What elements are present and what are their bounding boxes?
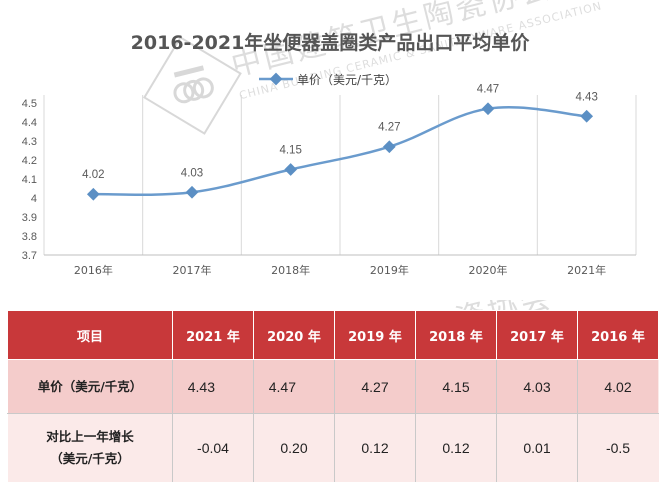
legend: 单价（美元/千克）	[259, 72, 397, 87]
row-label-unit-price: 单价（美元/千克）	[7, 359, 173, 414]
table-row-unit-price: 单价（美元/千克） 4.43 4.47 4.27 4.15 4.03 4.02	[7, 359, 659, 414]
y-tick-label: 4.5	[22, 98, 37, 110]
data-label: 4.43	[575, 91, 597, 103]
data-label: 4.03	[181, 167, 203, 179]
chart-title: 2016-2021年坐便器盖圈类产品出口平均单价	[131, 31, 531, 54]
data-point	[284, 163, 298, 176]
cell-growth-2020: 0.20	[253, 413, 335, 483]
cell-growth-2021: -0.04	[172, 413, 254, 483]
legend-marker	[269, 72, 283, 86]
y-tick-label: 4.3	[22, 136, 37, 148]
row-label-text: 单价（美元/千克）	[37, 378, 143, 394]
legend-label: 单价（美元/千克）	[297, 73, 397, 87]
cell-price-2020: 4.47	[253, 359, 335, 414]
watermark-seal-icon	[143, 36, 242, 135]
chart-area: 中国建筑卫生陶瓷协会 CHINA BUILDING CERAMIC & SANIT…	[22, 0, 637, 277]
data-label: 4.15	[279, 145, 301, 157]
header-2016: 2016 年	[577, 310, 659, 360]
cell-growth-2019: 0.12	[334, 413, 416, 483]
data-table: 项目 2021 年 2020 年 2019 年 2018 年 2017 年 20…	[7, 310, 659, 483]
row-label-line1: 对比上一年增长	[46, 429, 134, 444]
x-tick-label: 2018年	[271, 263, 310, 277]
x-tick-label: 2019年	[370, 263, 409, 277]
y-tick-label: 4.4	[22, 117, 37, 129]
y-tick-label: 4.1	[22, 174, 37, 186]
row-label-yoy-growth: 对比上一年增长 （美元/千克）	[7, 413, 173, 483]
cell-growth-2017: 0.01	[496, 413, 578, 483]
data-point	[580, 109, 594, 123]
data-label: 4.02	[82, 169, 104, 181]
x-tick-label: 2016年	[74, 263, 113, 277]
data-point	[481, 102, 495, 116]
cell-price-2019: 4.27	[334, 359, 416, 414]
x-tick-label: 2021年	[567, 263, 606, 277]
axis-layer: 3.7 3.8 3.9 4 4.1 4.2 4.3 4.4 4.5 2016年 2017年 2018年…	[22, 98, 636, 277]
header-2020: 2020 年	[253, 310, 335, 360]
table-header-row: 项目 2021 年 2020 年 2019 年 2018 年 2017 年 20…	[7, 310, 659, 360]
data-label: 4.27	[378, 122, 400, 134]
header-2018: 2018 年	[415, 310, 497, 360]
header-2019: 2019 年	[334, 310, 416, 360]
x-tick-label: 2020年	[469, 263, 508, 277]
cell-price-2017: 4.03	[496, 359, 578, 414]
cell-growth-2018: 0.12	[415, 413, 497, 483]
data-label: 4.47	[477, 84, 499, 96]
x-tick-label: 2017年	[173, 263, 212, 277]
y-tick-label: 3.8	[22, 231, 37, 243]
cell-price-2018: 4.15	[415, 359, 497, 414]
y-tick-label: 4	[31, 193, 37, 205]
cell-price-2016: 4.02	[577, 359, 659, 414]
header-2021: 2021 年	[172, 310, 254, 360]
cell-price-2021: 4.43	[172, 359, 254, 414]
y-tick-label: 3.7	[22, 250, 37, 262]
data-point	[185, 185, 199, 199]
data-point	[382, 140, 396, 154]
row-label-line2: （美元/千克）	[50, 451, 130, 466]
y-tick-label: 4.2	[22, 155, 37, 167]
y-tick-label: 3.9	[22, 212, 37, 224]
cell-growth-2016: -0.5	[577, 413, 659, 483]
grid-layer	[43, 95, 637, 255]
header-2017: 2017 年	[496, 310, 578, 360]
data-point	[86, 187, 100, 201]
table-row-yoy-growth: 对比上一年增长 （美元/千克） -0.04 0.20 0.12 0.12 0.0…	[7, 413, 659, 483]
header-item: 项目	[7, 310, 173, 360]
